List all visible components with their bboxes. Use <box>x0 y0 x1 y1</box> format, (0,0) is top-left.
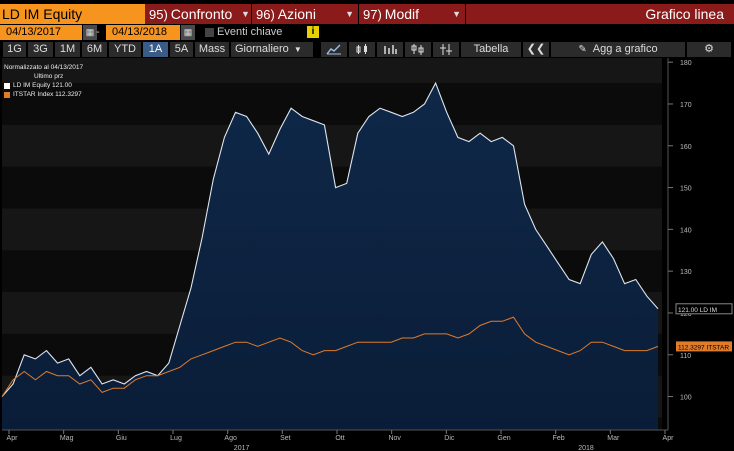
x-tick-label: Apr <box>7 435 19 442</box>
ticker-input[interactable]: LD IM Equity <box>0 4 145 24</box>
y-axis: 180 170 160 150 140 130 120 110 100 <box>667 58 692 430</box>
chart-svg: 180 170 160 150 140 130 120 110 100 Apr Mag Giu Lug… <box>1 41 733 451</box>
line-chart-icon[interactable] <box>321 42 347 57</box>
bar-chart-icon[interactable] <box>377 42 403 57</box>
y-tick-label: 170 <box>680 102 692 109</box>
period-5a[interactable]: 5A <box>170 42 193 57</box>
chevron-down-icon: ▼ <box>345 9 354 19</box>
chevron-down-icon: ▼ <box>293 45 302 54</box>
y-tick-label: 110 <box>680 353 691 360</box>
period-1g[interactable]: 1G <box>3 42 26 57</box>
ohlc-icon[interactable] <box>405 42 431 57</box>
x-tick-label: Apr <box>663 435 675 442</box>
period-6m[interactable]: 6M <box>82 42 107 57</box>
period-mass[interactable]: Mass <box>195 42 229 57</box>
add-to-chart-icon: ✎ <box>578 44 587 55</box>
gear-icon[interactable]: ⚙ <box>687 42 731 57</box>
legend-series-value: 112.3297 <box>55 91 82 98</box>
chart-type-title: Grafico linea <box>466 4 734 24</box>
y-tick-label: 130 <box>680 269 692 276</box>
menu-azioni[interactable]: 96) Azioni ▼ <box>252 4 358 24</box>
x-tick-label: Lug <box>170 435 182 442</box>
menu-label: Modif <box>384 6 420 22</box>
grid-band <box>2 124 662 167</box>
legend-swatch <box>4 91 10 98</box>
legend-swatch <box>4 82 10 89</box>
chevron-down-icon: ▼ <box>452 9 461 19</box>
menu-number: 95) <box>149 7 168 22</box>
legend-subheader: Ultimo prz <box>34 73 64 80</box>
legend-item: ITSTAR Index 112.3297 <box>4 90 104 99</box>
start-date-input[interactable]: 04/13/2017 <box>0 25 82 40</box>
legend-normalized: Normalizzato al 04/13/2017 <box>4 64 84 71</box>
y-tick-label: 150 <box>680 186 692 193</box>
x-tick-label: Ott <box>335 435 344 442</box>
x-tick-label: Ago <box>224 435 237 442</box>
year-label: 2017 <box>234 445 250 451</box>
period-1m[interactable]: 1M <box>55 42 80 57</box>
end-date-input[interactable]: 04/13/2018 <box>106 25 180 40</box>
date-range-row: 04/13/2017 ▦ - 04/13/2018 ▦ Eventi chiav… <box>0 25 734 40</box>
y-tick-label: 100 <box>680 395 692 402</box>
y-tick-label: 160 <box>680 144 692 151</box>
add-to-chart-button[interactable]: ✎ Agg a grafico <box>551 42 685 57</box>
chevron-down-icon: ▼ <box>241 9 250 19</box>
add-to-chart-label: Agg a grafico <box>592 43 658 55</box>
collapse-icon[interactable]: ❮❮ <box>523 42 549 57</box>
y-tick-label: 120 <box>680 311 692 318</box>
legend-series-name: LD IM Equity <box>13 82 51 89</box>
menu-label: Confronto <box>170 6 233 22</box>
period-3g[interactable]: 3G <box>28 42 53 57</box>
series-area <box>2 83 658 430</box>
last-value-text: 121.00 LD IM <box>678 307 717 314</box>
last-value-tag <box>676 341 732 352</box>
menu-number: 96) <box>256 7 275 22</box>
frequency-dropdown[interactable]: Giornaliero ▼ <box>231 42 313 57</box>
legend-series-name: ITSTAR Index <box>13 91 54 98</box>
chart-legend: Normalizzato al 04/13/2017 Ultimo prz LD… <box>4 63 104 99</box>
table-button[interactable]: Tabella <box>461 42 521 57</box>
key-events-label: Eventi chiave <box>217 26 283 38</box>
calendar-icon[interactable]: ▦ <box>83 25 97 40</box>
date-separator: - <box>96 26 100 38</box>
crosshair-icon[interactable] <box>433 42 459 57</box>
x-tick-label: Gen <box>497 435 510 442</box>
series-line-ld-im <box>1 81 659 397</box>
calendar-icon[interactable]: ▦ <box>181 25 195 40</box>
x-tick-label: Feb <box>553 435 565 442</box>
info-icon[interactable]: i <box>307 26 319 38</box>
key-events-checkbox[interactable] <box>205 28 214 37</box>
x-tick-label: Mag <box>60 435 74 442</box>
year-label: 2018 <box>578 445 594 451</box>
x-tick-label: Nov <box>388 435 401 442</box>
menu-label: Azioni <box>277 6 316 22</box>
x-tick-label: Mar <box>607 435 620 442</box>
x-axis: Apr Mag Giu Lug Ago Set Ott Nov Dic Gen Feb Mar Apr 2… <box>2 429 675 451</box>
price-chart[interactable]: 180 170 160 150 140 130 120 110 100 Apr Mag Giu Lug… <box>0 41 734 451</box>
menu-modif[interactable]: 97) Modif ▼ <box>359 4 465 24</box>
top-bar: LD IM Equity 95) Confronto 96) Azioni ▼ 97… <box>0 4 734 24</box>
frequency-label: Giornaliero <box>235 43 289 55</box>
last-value-tag <box>675 303 733 315</box>
period-ytd[interactable]: YTD <box>109 42 141 57</box>
x-tick-label: Set <box>280 435 291 442</box>
legend-series-value: 121.00 <box>52 82 72 89</box>
toolbar: 1G 3G 1M 6M YTD 1A 5A Mass Giornaliero ▼ … <box>0 42 734 57</box>
menu-number: 97) <box>363 7 382 22</box>
candlestick-icon[interactable] <box>349 42 375 57</box>
chart-area <box>2 83 658 430</box>
last-value-text: 112.3297 ITSTAR <box>678 344 729 351</box>
y-tick-label: 140 <box>680 227 692 234</box>
chart-lines <box>1 81 659 397</box>
period-1a[interactable]: 1A <box>143 42 168 57</box>
x-tick-label: Dic <box>444 435 455 442</box>
y-tick-label: 180 <box>680 60 692 67</box>
series-line-itstar <box>1 316 659 397</box>
legend-item: LD IM Equity 121.00 <box>4 81 104 90</box>
last-value-tags: 121.00 LD IM 112.3297 ITSTAR <box>675 303 733 352</box>
menu-confronto[interactable]: 95) Confronto <box>145 4 251 24</box>
x-tick-label: Giu <box>116 435 127 442</box>
